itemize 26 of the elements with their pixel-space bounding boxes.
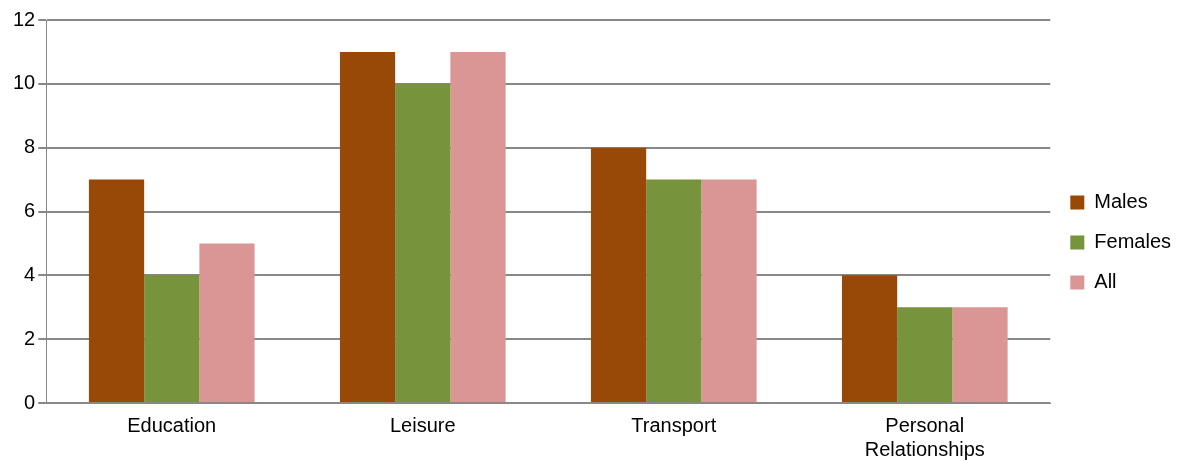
legend-label: Females	[1094, 230, 1172, 253]
y-tick-label: 4	[24, 262, 36, 285]
y-tick-label: 12	[13, 7, 36, 30]
bar	[701, 179, 757, 402]
bar	[199, 243, 255, 402]
bar	[339, 51, 396, 402]
y-tick-label: 6	[24, 199, 36, 222]
bar	[450, 51, 506, 402]
bar	[395, 83, 451, 402]
bar	[897, 307, 953, 402]
x-tick-label: Personal Relationships	[864, 413, 985, 460]
y-tick-label: 8	[24, 135, 36, 158]
bar	[841, 275, 898, 402]
bar	[144, 275, 200, 402]
y-tick-label: 0	[24, 390, 36, 413]
bar	[646, 179, 702, 402]
y-tick-label: 2	[24, 326, 36, 349]
y-tick-label: 10	[13, 71, 36, 94]
x-tick-label: Education	[127, 413, 217, 436]
x-tick-label: Leisure	[389, 413, 456, 436]
x-tick-label: Transport	[631, 413, 717, 436]
bar	[88, 179, 145, 402]
legend-label: All	[1094, 270, 1117, 293]
bar	[952, 307, 1008, 402]
bar	[590, 147, 647, 402]
legend-label: Males	[1094, 190, 1148, 213]
